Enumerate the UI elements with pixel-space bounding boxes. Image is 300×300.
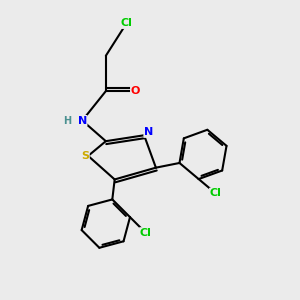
Text: S: S — [81, 151, 89, 161]
Text: N: N — [78, 116, 87, 126]
Text: Cl: Cl — [210, 188, 221, 198]
Text: Cl: Cl — [121, 18, 132, 28]
Text: Cl: Cl — [140, 228, 152, 238]
Text: H: H — [64, 116, 72, 126]
Text: O: O — [130, 86, 140, 96]
Text: N: N — [144, 127, 153, 137]
